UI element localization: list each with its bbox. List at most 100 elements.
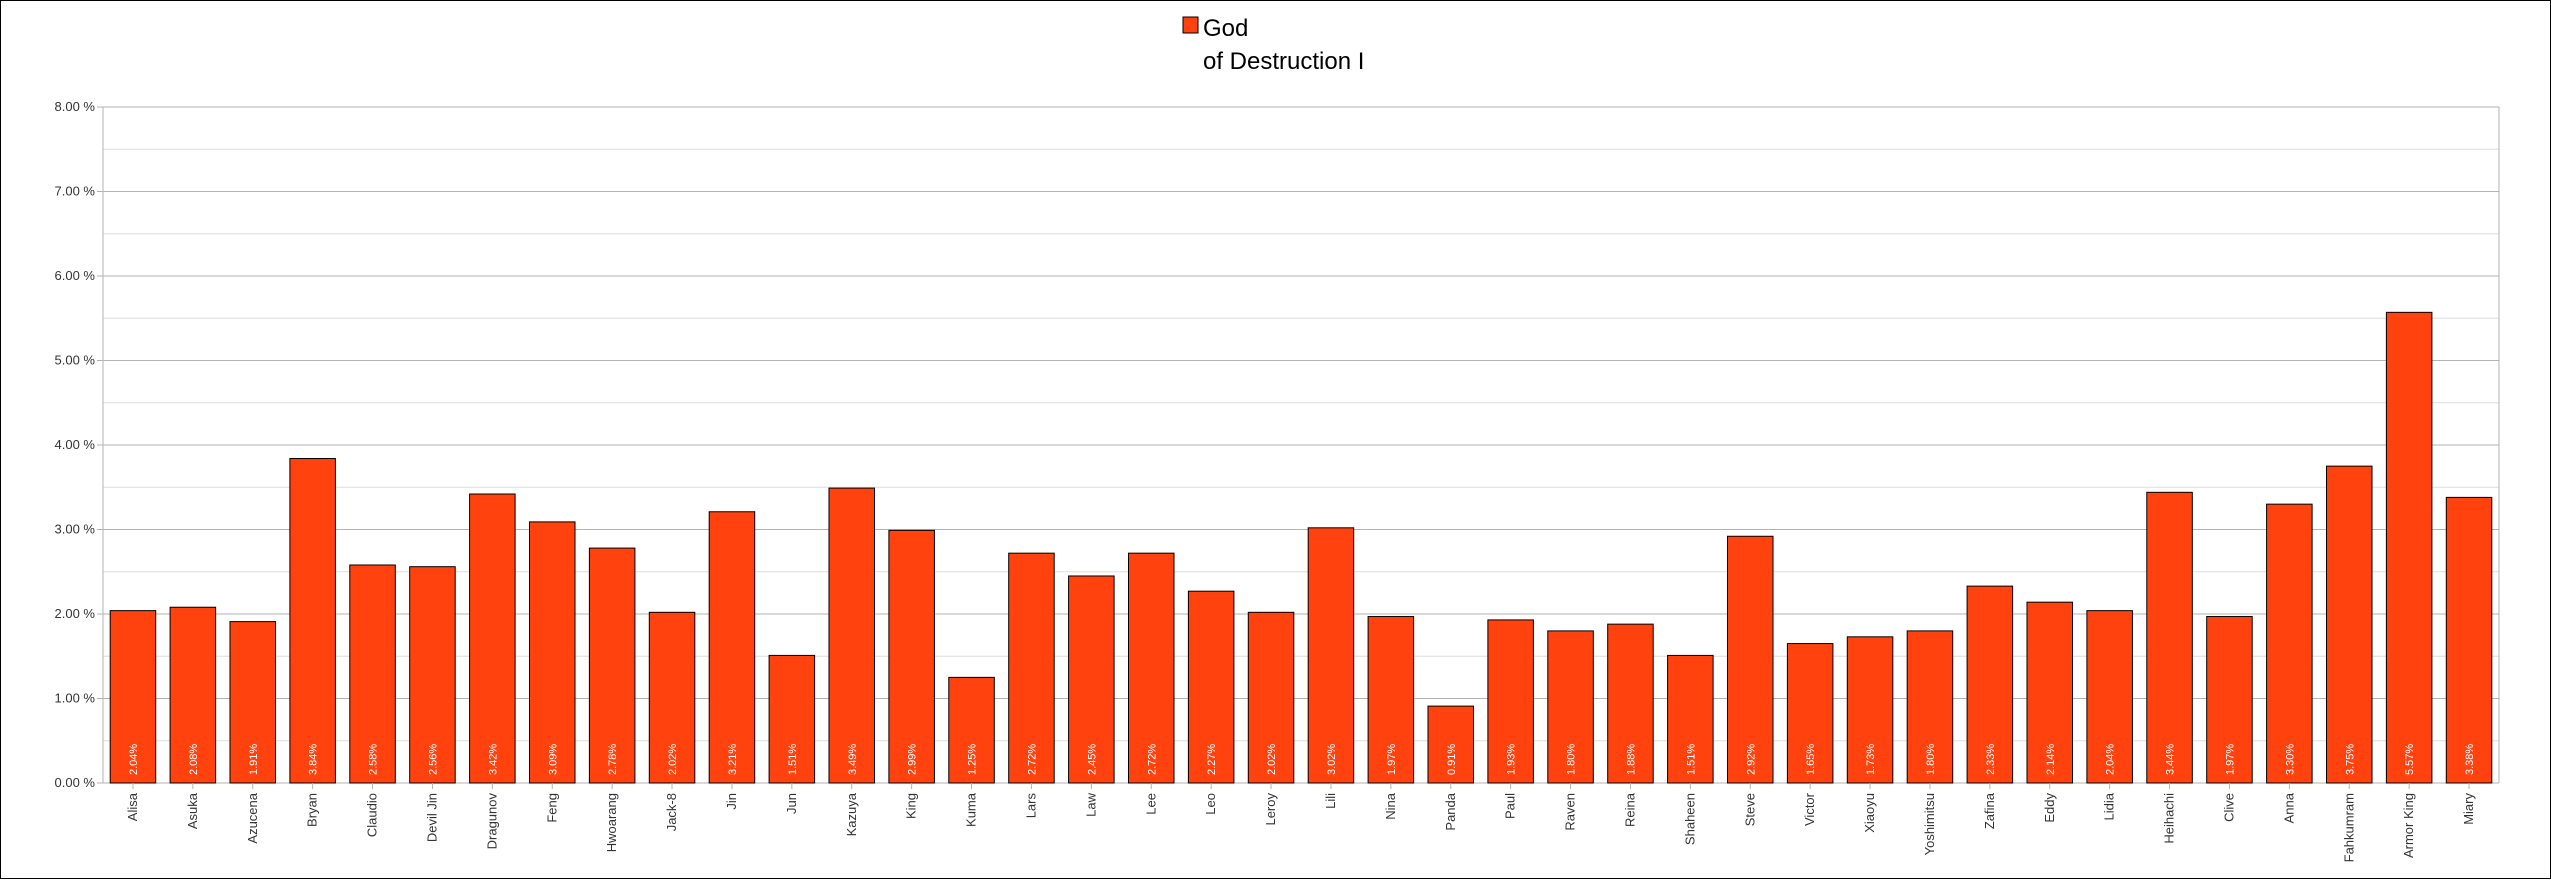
bar bbox=[528, 521, 576, 784]
bar-data-label: 2.72% bbox=[1026, 744, 1038, 775]
bar bbox=[1008, 552, 1055, 784]
x-category-label: Fahkumram bbox=[2341, 793, 2356, 862]
bar bbox=[169, 606, 217, 784]
x-category-label: Lili bbox=[1323, 793, 1338, 809]
bar bbox=[1068, 575, 1115, 784]
bar bbox=[1247, 611, 1295, 784]
bar-data-label: 3.21% bbox=[727, 744, 739, 775]
x-category-label: King bbox=[904, 793, 919, 819]
bar-data-label: 3.84% bbox=[308, 744, 320, 775]
bar-data-label: 2.04% bbox=[2105, 744, 2117, 775]
x-category-label: Zafina bbox=[1982, 792, 1997, 829]
bar bbox=[1547, 630, 1594, 784]
x-category-label: Azucena bbox=[245, 792, 260, 843]
bar-data-label: 2.02% bbox=[667, 744, 679, 775]
x-category-label: Hwoarang bbox=[604, 793, 619, 852]
x-category-label: Jack-8 bbox=[664, 793, 679, 831]
bar-data-label: 0.91% bbox=[1446, 744, 1458, 775]
bar-data-label: 2.58% bbox=[368, 744, 380, 775]
bar-data-label: 2.27% bbox=[1206, 744, 1218, 775]
bar bbox=[1307, 527, 1355, 784]
bar bbox=[2266, 503, 2313, 784]
x-category-label: Claudio bbox=[365, 793, 380, 837]
x-category-label: Kazuya bbox=[844, 792, 859, 836]
x-category-label: Anna bbox=[2281, 792, 2296, 823]
bar-data-label: 2.08% bbox=[188, 744, 200, 775]
x-category-label: Miary bbox=[2461, 793, 2476, 825]
bar-data-label: 2.45% bbox=[1086, 744, 1098, 775]
bar bbox=[2146, 491, 2193, 784]
bar bbox=[648, 611, 696, 784]
bar-data-label: 2.99% bbox=[907, 744, 919, 775]
bar bbox=[2086, 610, 2133, 784]
y-tick-label: 4.00 % bbox=[55, 437, 96, 452]
bar bbox=[2206, 616, 2253, 784]
bar bbox=[828, 487, 876, 784]
bar-data-label: 1.80% bbox=[1925, 744, 1937, 775]
bar-data-label: 1.91% bbox=[248, 744, 260, 775]
x-category-label: Jun bbox=[784, 793, 799, 814]
bar bbox=[289, 458, 336, 784]
bar-data-label: 1.97% bbox=[2224, 744, 2236, 775]
x-category-label: Law bbox=[1083, 792, 1098, 816]
x-category-label: Heihachi bbox=[2162, 793, 2177, 844]
x-category-label: Devil Jin bbox=[424, 793, 439, 842]
x-category-label: Raven bbox=[1563, 793, 1578, 831]
x-category-label: Lidia bbox=[2102, 792, 2117, 820]
bar bbox=[888, 529, 935, 784]
bar-data-label: 3.09% bbox=[547, 744, 559, 775]
bar-data-label: 3.02% bbox=[1326, 744, 1338, 775]
x-category-label: Armor King bbox=[2401, 793, 2416, 858]
x-category-label: Kuma bbox=[964, 792, 979, 827]
x-category-label: Panda bbox=[1443, 792, 1458, 830]
bar-data-label: 2.14% bbox=[2045, 744, 2057, 775]
x-category-label: Reina bbox=[1622, 792, 1637, 827]
bar-data-label: 5.57% bbox=[2404, 744, 2416, 775]
bar bbox=[469, 493, 516, 784]
bar-data-label: 3.38% bbox=[2464, 744, 2476, 775]
bar bbox=[1846, 636, 1894, 784]
bar-data-label: 3.75% bbox=[2344, 744, 2356, 775]
x-category-label: Feng bbox=[544, 793, 559, 823]
x-category-label: Paul bbox=[1503, 793, 1518, 819]
bar-data-label: 2.92% bbox=[1745, 744, 1757, 775]
bar-data-label: 3.42% bbox=[487, 744, 499, 775]
bar-data-label: 3.49% bbox=[847, 744, 859, 775]
bar bbox=[708, 511, 756, 784]
x-category-label: Dragunov bbox=[484, 793, 499, 850]
x-category-label: Eddy bbox=[2042, 793, 2057, 823]
bar bbox=[1367, 616, 1415, 784]
bar-data-label: 2.02% bbox=[1266, 744, 1278, 775]
bar bbox=[2026, 601, 2074, 784]
bar bbox=[409, 566, 456, 784]
bar bbox=[1187, 590, 1235, 784]
legend-label-line-1: God bbox=[1203, 15, 1248, 42]
bar bbox=[768, 654, 816, 784]
bar-data-label: 2.33% bbox=[1985, 744, 1997, 775]
bar-data-label: 1.25% bbox=[967, 744, 979, 775]
x-category-label: Clive bbox=[2221, 793, 2236, 822]
x-axis-labels: Alisa Asuka Azucena Bryan Claudio Devil Jin Dr… bbox=[125, 783, 2476, 862]
y-tick-label: 7.00 % bbox=[55, 184, 96, 199]
legend-label-line-2: of Destruction I bbox=[1203, 48, 1364, 75]
x-category-label: Nina bbox=[1383, 792, 1398, 820]
y-tick-label: 0.00 % bbox=[55, 775, 96, 790]
bar bbox=[1966, 585, 2014, 784]
bar-data-label: 2.04% bbox=[128, 744, 140, 775]
bar bbox=[2385, 311, 2433, 784]
bar bbox=[948, 676, 995, 784]
bar-data-label: 1.80% bbox=[1566, 744, 1578, 775]
x-category-label: Asuka bbox=[185, 792, 200, 829]
x-category-label: Steve bbox=[1742, 793, 1757, 826]
bar bbox=[349, 564, 396, 784]
bar bbox=[229, 621, 277, 784]
x-category-label: Leroy bbox=[1263, 793, 1278, 826]
bar-data-label: 3.44% bbox=[2165, 744, 2177, 775]
bar bbox=[109, 610, 157, 784]
bar-data-label: 1.88% bbox=[1625, 744, 1637, 775]
x-category-label: Bryan bbox=[305, 793, 320, 827]
bar bbox=[1786, 643, 1834, 784]
legend: God of Destruction I bbox=[1182, 15, 1364, 75]
